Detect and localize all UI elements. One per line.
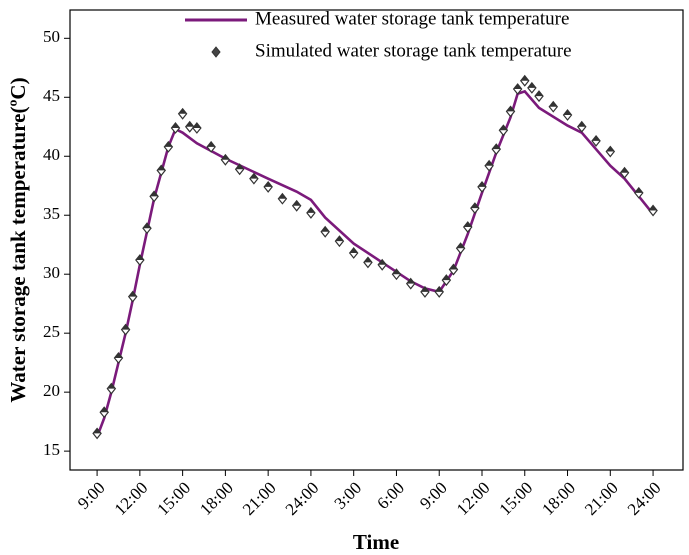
simulated-marker-shade	[306, 207, 315, 213]
simulated-marker-shade	[264, 181, 273, 187]
simulated-marker-shade	[121, 324, 130, 330]
simulated-marker-shade	[470, 203, 479, 209]
simulated-marker-shade	[477, 181, 486, 187]
y-tick-label: 20	[43, 381, 60, 400]
measured-line	[95, 89, 655, 438]
simulated-marker-shade	[142, 223, 151, 229]
y-tick-label: 15	[43, 440, 60, 459]
simulated-marker-shade	[392, 269, 401, 275]
x-tick-label: 21:00	[239, 478, 280, 519]
simulated-marker-shade	[535, 91, 544, 97]
plot-frame	[69, 9, 684, 471]
x-tick-label: 21:00	[581, 478, 622, 519]
legend-swatch	[211, 46, 221, 58]
simulated-marker-shade	[157, 165, 166, 171]
simulated-marker-shade	[634, 187, 643, 193]
simulated-marker-shade	[178, 108, 187, 114]
simulated-marker-shade	[606, 146, 615, 152]
simulated-marker-shade	[114, 352, 123, 358]
y-tick-label: 40	[43, 145, 60, 164]
simulated-marker-shade	[485, 160, 494, 166]
simulated-marker-shade	[100, 407, 109, 413]
x-axis-title: Time	[353, 530, 399, 554]
x-tick-label: 18:00	[196, 478, 237, 519]
simulated-marker-shade	[321, 226, 330, 232]
x-tick-label: 3:00	[330, 478, 365, 513]
y-tick-label: 35	[43, 204, 60, 223]
x-tick-label: 15:00	[153, 478, 194, 519]
y-tick-label: 25	[43, 322, 60, 341]
x-tick-label: 18:00	[538, 478, 579, 519]
simulated-marker-shade	[335, 236, 344, 242]
simulated-marker-shade	[249, 173, 258, 179]
simulated-marker-shade	[235, 164, 244, 170]
y-tick-label: 50	[43, 27, 60, 46]
simulated-marker-shade	[192, 122, 201, 128]
x-tick-label: 15:00	[496, 478, 537, 519]
y-axis-title: Water storage tank temperature(ºC)	[6, 77, 30, 402]
y-tick-label: 30	[43, 263, 60, 282]
simulated-marker-shade	[520, 75, 529, 81]
simulated-marker-shade	[406, 278, 415, 284]
x-tick-label: 24:00	[624, 478, 665, 519]
legend-label: Simulated water storage tank temperature	[255, 40, 572, 61]
simulated-marker-shade	[93, 428, 102, 434]
x-tick-label: 24:00	[282, 478, 323, 519]
simulated-marker-shade	[513, 84, 522, 90]
simulated-marker-shade	[456, 243, 465, 249]
simulated-marker-shade	[107, 383, 116, 389]
x-tick-label: 6:00	[373, 478, 408, 513]
simulated-marker-shade	[506, 106, 515, 112]
simulated-marker-shade	[363, 257, 372, 263]
simulated-marker-shade	[499, 125, 508, 131]
simulated-marker-shade	[135, 255, 144, 261]
simulated-marker-shade	[349, 247, 358, 253]
simulated-marker-shade	[649, 205, 658, 211]
simulated-marker-shade	[442, 275, 451, 281]
simulated-marker-shade	[207, 141, 216, 147]
simulated-marker-shade	[449, 264, 458, 270]
simulated-marker-shade	[620, 167, 629, 173]
simulated-marker-shade	[563, 109, 572, 115]
simulated-marker-shade	[150, 191, 159, 197]
legend-label: Measured water storage tank temperature	[255, 8, 569, 29]
simulated-marker-shade	[592, 135, 601, 141]
simulated-marker-shade	[278, 193, 287, 199]
simulated-marker-shade	[221, 154, 230, 160]
simulated-marker-shade	[549, 101, 558, 107]
y-tick-label: 45	[43, 86, 60, 105]
x-tick-label: 12:00	[111, 478, 152, 519]
simulated-marker-shade	[185, 121, 194, 127]
x-tick-label: 9:00	[416, 478, 451, 513]
simulated-marker-shade	[527, 82, 536, 88]
x-tick-label: 9:00	[74, 478, 109, 513]
simulated-marker-shade	[420, 286, 429, 292]
simulated-marker-shade	[577, 121, 586, 127]
x-tick-label: 12:00	[453, 478, 494, 519]
simulated-marker-shade	[128, 291, 137, 297]
simulated-marker-shade	[435, 286, 444, 292]
simulated-marker-shade	[164, 141, 173, 147]
simulated-marker-shade	[292, 200, 301, 206]
simulated-marker-shade	[171, 122, 180, 128]
simulated-marker-shade	[378, 259, 387, 265]
simulated-marker-shade	[463, 222, 472, 228]
simulated-marker-shade	[492, 144, 501, 150]
